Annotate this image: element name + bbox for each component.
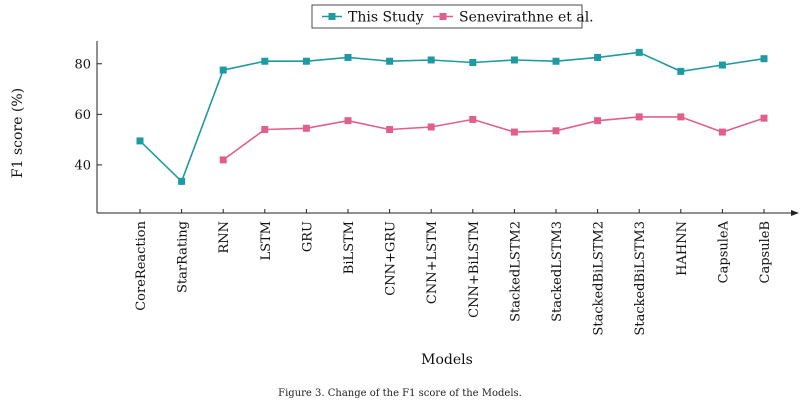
figure-caption: Figure 3. Change of the F1 score of the …: [278, 388, 522, 399]
data-point-this-study: [427, 56, 435, 64]
data-point-this-study: [635, 48, 643, 56]
data-point-this-study: [178, 177, 186, 185]
data-point-senevirathne-et-al: [344, 117, 352, 125]
data-point-senevirathne-et-al: [635, 113, 643, 121]
data-point-this-study: [344, 53, 352, 61]
x-tick-label: CNN+BiLSTM: [467, 221, 482, 318]
data-point-senevirathne-et-al: [469, 115, 477, 123]
y-ticks: 40 60 80: [74, 57, 102, 173]
x-tick-label: CNN+LSTM: [425, 221, 440, 304]
data-point-this-study: [510, 56, 518, 64]
data-point-senevirathne-et-al: [760, 114, 768, 122]
legend: This Study Senevirathne et al.: [311, 4, 594, 29]
x-ticks: CoreReaction StarRating RNN LSTM GRU BiLSTM CN…: [134, 209, 773, 336]
x-tick-label: CapsuleB: [758, 221, 773, 283]
x-tick-label: RNN: [217, 221, 232, 254]
series-senevirathne-et-al: [219, 113, 768, 164]
legend-swatch-marker: [439, 13, 447, 20]
data-point-this-study: [136, 137, 144, 145]
y-axis-label: F1 score (%): [10, 88, 26, 178]
x-tick-label: StackedLSTM2: [508, 221, 523, 322]
x-tick-label: CNN+GRU: [384, 221, 399, 296]
axes: [96, 41, 799, 216]
data-point-this-study: [552, 57, 560, 65]
y-tick-label: 80: [74, 57, 91, 72]
x-tick-label: StackedBiLSTM3: [633, 221, 648, 336]
series-line-this-study: [139, 51, 765, 183]
series-layer: [136, 48, 768, 185]
x-tick-label: StarRating: [176, 221, 191, 293]
data-point-senevirathne-et-al: [427, 123, 435, 131]
x-axis-arrow: [791, 210, 799, 216]
x-tick-label: GRU: [300, 221, 315, 252]
data-point-senevirathne-et-al: [302, 124, 310, 132]
data-point-senevirathne-et-al: [677, 113, 685, 121]
data-point-this-study: [302, 57, 310, 65]
data-point-senevirathne-et-al: [552, 127, 560, 135]
data-point-this-study: [760, 55, 768, 63]
x-tick-label: StackedBiLSTM2: [592, 221, 607, 336]
series-this-study: [136, 48, 768, 185]
data-point-this-study: [386, 57, 394, 65]
x-tick-label: CoreReaction: [134, 220, 149, 310]
legend-label: Senevirathne et al.: [459, 10, 594, 26]
x-tick-label: LSTM: [259, 221, 274, 261]
data-point-this-study: [219, 66, 227, 74]
x-tick-label: HAHNN: [675, 221, 690, 276]
legend-swatch-marker: [328, 13, 336, 20]
series-line-senevirathne-et-al: [222, 116, 765, 161]
y-tick-label: 60: [74, 108, 91, 123]
data-point-this-study: [469, 59, 477, 66]
data-point-this-study: [261, 57, 269, 65]
data-point-senevirathne-et-al: [219, 156, 227, 164]
legend-label: This Study: [348, 10, 424, 26]
data-point-senevirathne-et-al: [261, 126, 269, 134]
x-tick-label: CapsuleA: [716, 220, 731, 283]
x-tick-label: StackedLSTM3: [550, 221, 565, 322]
data-point-this-study: [594, 53, 602, 61]
x-tick-label: BiLSTM: [342, 221, 357, 274]
data-point-senevirathne-et-al: [386, 126, 394, 134]
data-point-senevirathne-et-al: [510, 128, 518, 136]
data-point-this-study: [718, 61, 726, 69]
data-point-senevirathne-et-al: [594, 117, 602, 125]
y-tick-label: 40: [74, 158, 91, 173]
data-point-this-study: [677, 67, 685, 75]
x-axis-label: Models: [421, 352, 473, 368]
data-point-senevirathne-et-al: [718, 128, 726, 136]
